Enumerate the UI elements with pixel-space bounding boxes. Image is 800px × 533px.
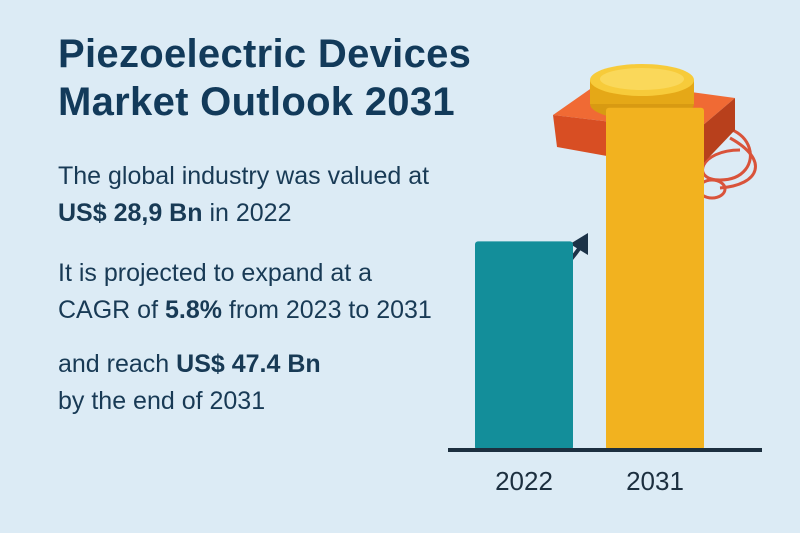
cagr-value: 5.8% — [164, 296, 222, 324]
valuation-suffix: in 2022 — [202, 199, 292, 227]
forecast-prefix: and reach — [58, 350, 177, 378]
valuation-line-1: The global industry was valued at — [58, 162, 430, 190]
title-line-1: Piezoelectric Devices — [58, 32, 472, 76]
bar-2031 — [606, 107, 704, 450]
forecast-text: and reach US$ 47.4 Bn by the end of 2031 — [58, 346, 518, 420]
cagr-suffix: from 2023 to 2031 — [221, 296, 432, 324]
x-tick-label-2031: 2031 — [626, 466, 684, 496]
cagr-prefix: CAGR of — [58, 296, 165, 324]
cagr-line-1: It is projected to expand at a — [58, 259, 373, 287]
x-tick-label-2022: 2022 — [495, 466, 553, 496]
cagr-text: It is projected to expand at a CAGR of 5… — [58, 255, 518, 329]
title-line-2: Market Outlook 2031 — [58, 80, 455, 124]
forecast-value: US$ 47.4 Bn — [176, 350, 321, 378]
bar-2022 — [475, 241, 573, 450]
cagr-line-2: CAGR of 5.8% from 2023 to 2031 — [58, 292, 518, 329]
valuation-line-2: US$ 28,9 Bn in 2022 — [58, 195, 518, 232]
forecast-line-1: and reach US$ 47.4 Bn — [58, 346, 518, 383]
forecast-line-2: by the end of 2031 — [58, 387, 266, 415]
x-axis-ticks: 2022 2031 — [495, 466, 684, 496]
valuation-value: US$ 28,9 Bn — [58, 199, 203, 227]
valuation-text: The global industry was valued at US$ 28… — [58, 158, 518, 232]
page-title: Piezoelectric Devices Market Outlook 203… — [58, 30, 558, 126]
chart-bars — [475, 107, 704, 450]
